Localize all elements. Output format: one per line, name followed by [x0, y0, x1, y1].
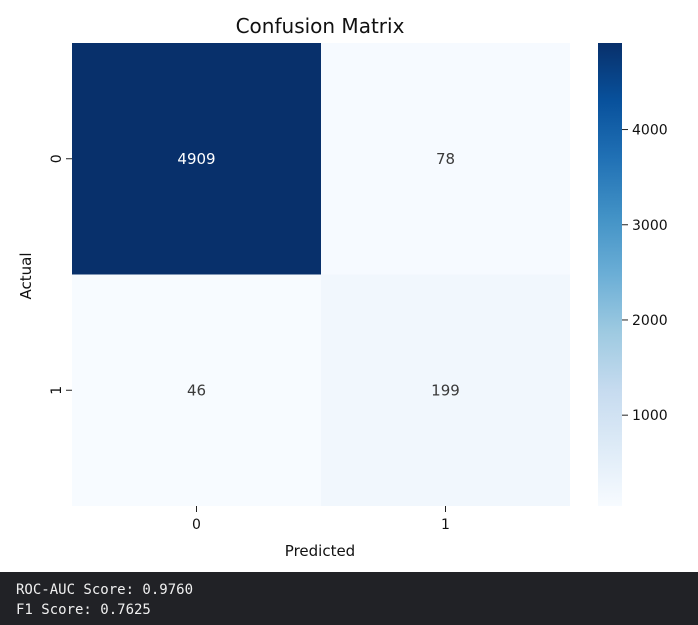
f1-score-line: F1 Score: 0.7625	[16, 602, 151, 618]
cell-annotation-0-1: 78	[436, 150, 455, 168]
colorbar-tick-label-1: 2000	[632, 313, 668, 329]
y-axis-label: Actual	[17, 253, 35, 300]
colorbar-tick-label-3: 4000	[632, 123, 668, 139]
cell-annotation-0-0: 4909	[177, 150, 215, 168]
colorbar-ticks: 1000 2000 3000 4000	[622, 123, 668, 424]
heatmap-cells	[72, 43, 570, 506]
x-axis-label: Predicted	[285, 542, 355, 560]
heatmap-cell-0-0	[72, 43, 321, 275]
cell-annotation-1-0: 46	[187, 381, 206, 399]
heatmap-annotations: 4909 78 46 199	[177, 150, 459, 400]
roc-auc-score-line: ROC-AUC Score: 0.9760	[16, 582, 194, 598]
colorbar-gradient	[598, 43, 622, 506]
x-tick-label-0: 0	[192, 517, 201, 533]
x-tick-label-1: 1	[441, 517, 450, 533]
colorbar-tick-label-0: 1000	[632, 408, 668, 424]
y-axis-ticks: 01	[49, 154, 72, 395]
y-tick-label-0: 0	[49, 154, 65, 163]
chart-title: Confusion Matrix	[236, 14, 405, 38]
heatmap-cell-0-1	[321, 43, 570, 275]
console-output: ROC-AUC Score: 0.9760 F1 Score: 0.7625	[16, 580, 193, 620]
cell-annotation-1-1: 199	[431, 381, 460, 399]
heatmap-cell-1-0	[72, 274, 321, 506]
colorbar: 1000 2000 3000 4000	[598, 43, 668, 506]
heatmap-cell-1-1	[321, 274, 570, 506]
y-tick-label-1: 1	[49, 386, 65, 395]
colorbar-tick-label-2: 3000	[632, 218, 668, 234]
